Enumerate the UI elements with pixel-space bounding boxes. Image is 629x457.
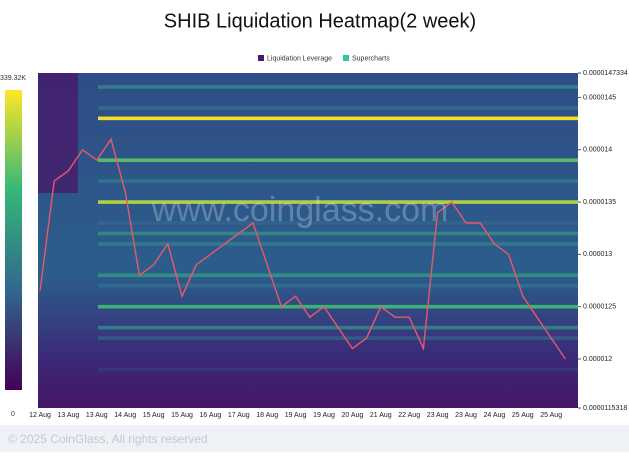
x-tick-label: 15 Aug — [143, 412, 165, 419]
heat-band — [98, 137, 578, 142]
heat-band — [98, 116, 578, 121]
x-tick-label: 13 Aug — [57, 412, 79, 419]
legend-swatch — [343, 55, 349, 61]
x-tick-label: 24 Aug — [483, 412, 505, 419]
heat-band — [98, 179, 578, 183]
x-tick-label: 18 Aug — [256, 412, 278, 419]
legend-label: Liquidation Leverage — [267, 55, 332, 62]
y-tick-label: 0.0000135 — [583, 199, 616, 206]
heat-band — [98, 283, 578, 288]
chart-title: SHIB Liquidation Heatmap(2 week) — [164, 10, 476, 32]
y-tick-label: 0.000012 — [583, 356, 612, 363]
x-tick-label: 20 Aug — [341, 412, 363, 419]
x-tick-label: 14 Aug — [114, 412, 136, 419]
x-tick-label: 23 Aug — [455, 412, 477, 419]
color-bar — [5, 90, 22, 390]
footer-bar — [0, 425, 629, 452]
x-tick-label: 13 Aug — [86, 412, 108, 419]
legend-label: Supercharts — [352, 55, 390, 62]
heat-band — [98, 336, 578, 340]
heat-band — [98, 242, 578, 246]
plot-background — [38, 73, 578, 408]
footer-text: © 2025 CoinGlass, All rights reserved — [8, 432, 208, 446]
heat-band — [98, 85, 578, 89]
watermark: www.coinglass.com — [151, 191, 449, 229]
y-tick-label: 0.0000147334 — [583, 70, 628, 77]
heat-band — [98, 106, 578, 110]
x-tick-label: 15 Aug — [171, 412, 193, 419]
color-tick-label: 0 — [11, 411, 15, 418]
x-tick-label: 22 Aug — [398, 412, 420, 419]
heat-band — [98, 367, 578, 372]
heat-band — [98, 273, 578, 278]
x-tick-label: 17 Aug — [228, 412, 250, 419]
y-tick-label: 0.0000145 — [583, 94, 616, 101]
x-tick-label: 16 Aug — [199, 412, 221, 419]
x-tick-label: 19 Aug — [285, 412, 307, 419]
x-tick-label: 19 Aug — [313, 412, 335, 419]
heat-band — [98, 200, 578, 204]
x-tick-label: 23 Aug — [427, 412, 449, 419]
y-tick-label: 0.000013 — [583, 251, 612, 258]
y-tick-label: 0.0000115318 — [583, 405, 627, 412]
color-tick-label: 339.32K — [0, 75, 26, 82]
x-tick-label: 21 Aug — [370, 412, 392, 419]
x-tick-label: 25 Aug — [512, 412, 534, 419]
y-tick-label: 0.0000125 — [583, 304, 616, 311]
price-line — [39, 137, 566, 360]
heat-band — [98, 304, 578, 309]
legend-swatch — [258, 55, 264, 61]
x-tick-label: 12 Aug — [29, 412, 51, 419]
plot-shade — [38, 73, 78, 193]
heat-band — [98, 158, 578, 163]
x-tick-label: 25 Aug — [540, 412, 562, 419]
heat-band — [98, 231, 578, 236]
heat-band — [98, 221, 578, 225]
y-tick-label: 0.000014 — [583, 147, 612, 154]
